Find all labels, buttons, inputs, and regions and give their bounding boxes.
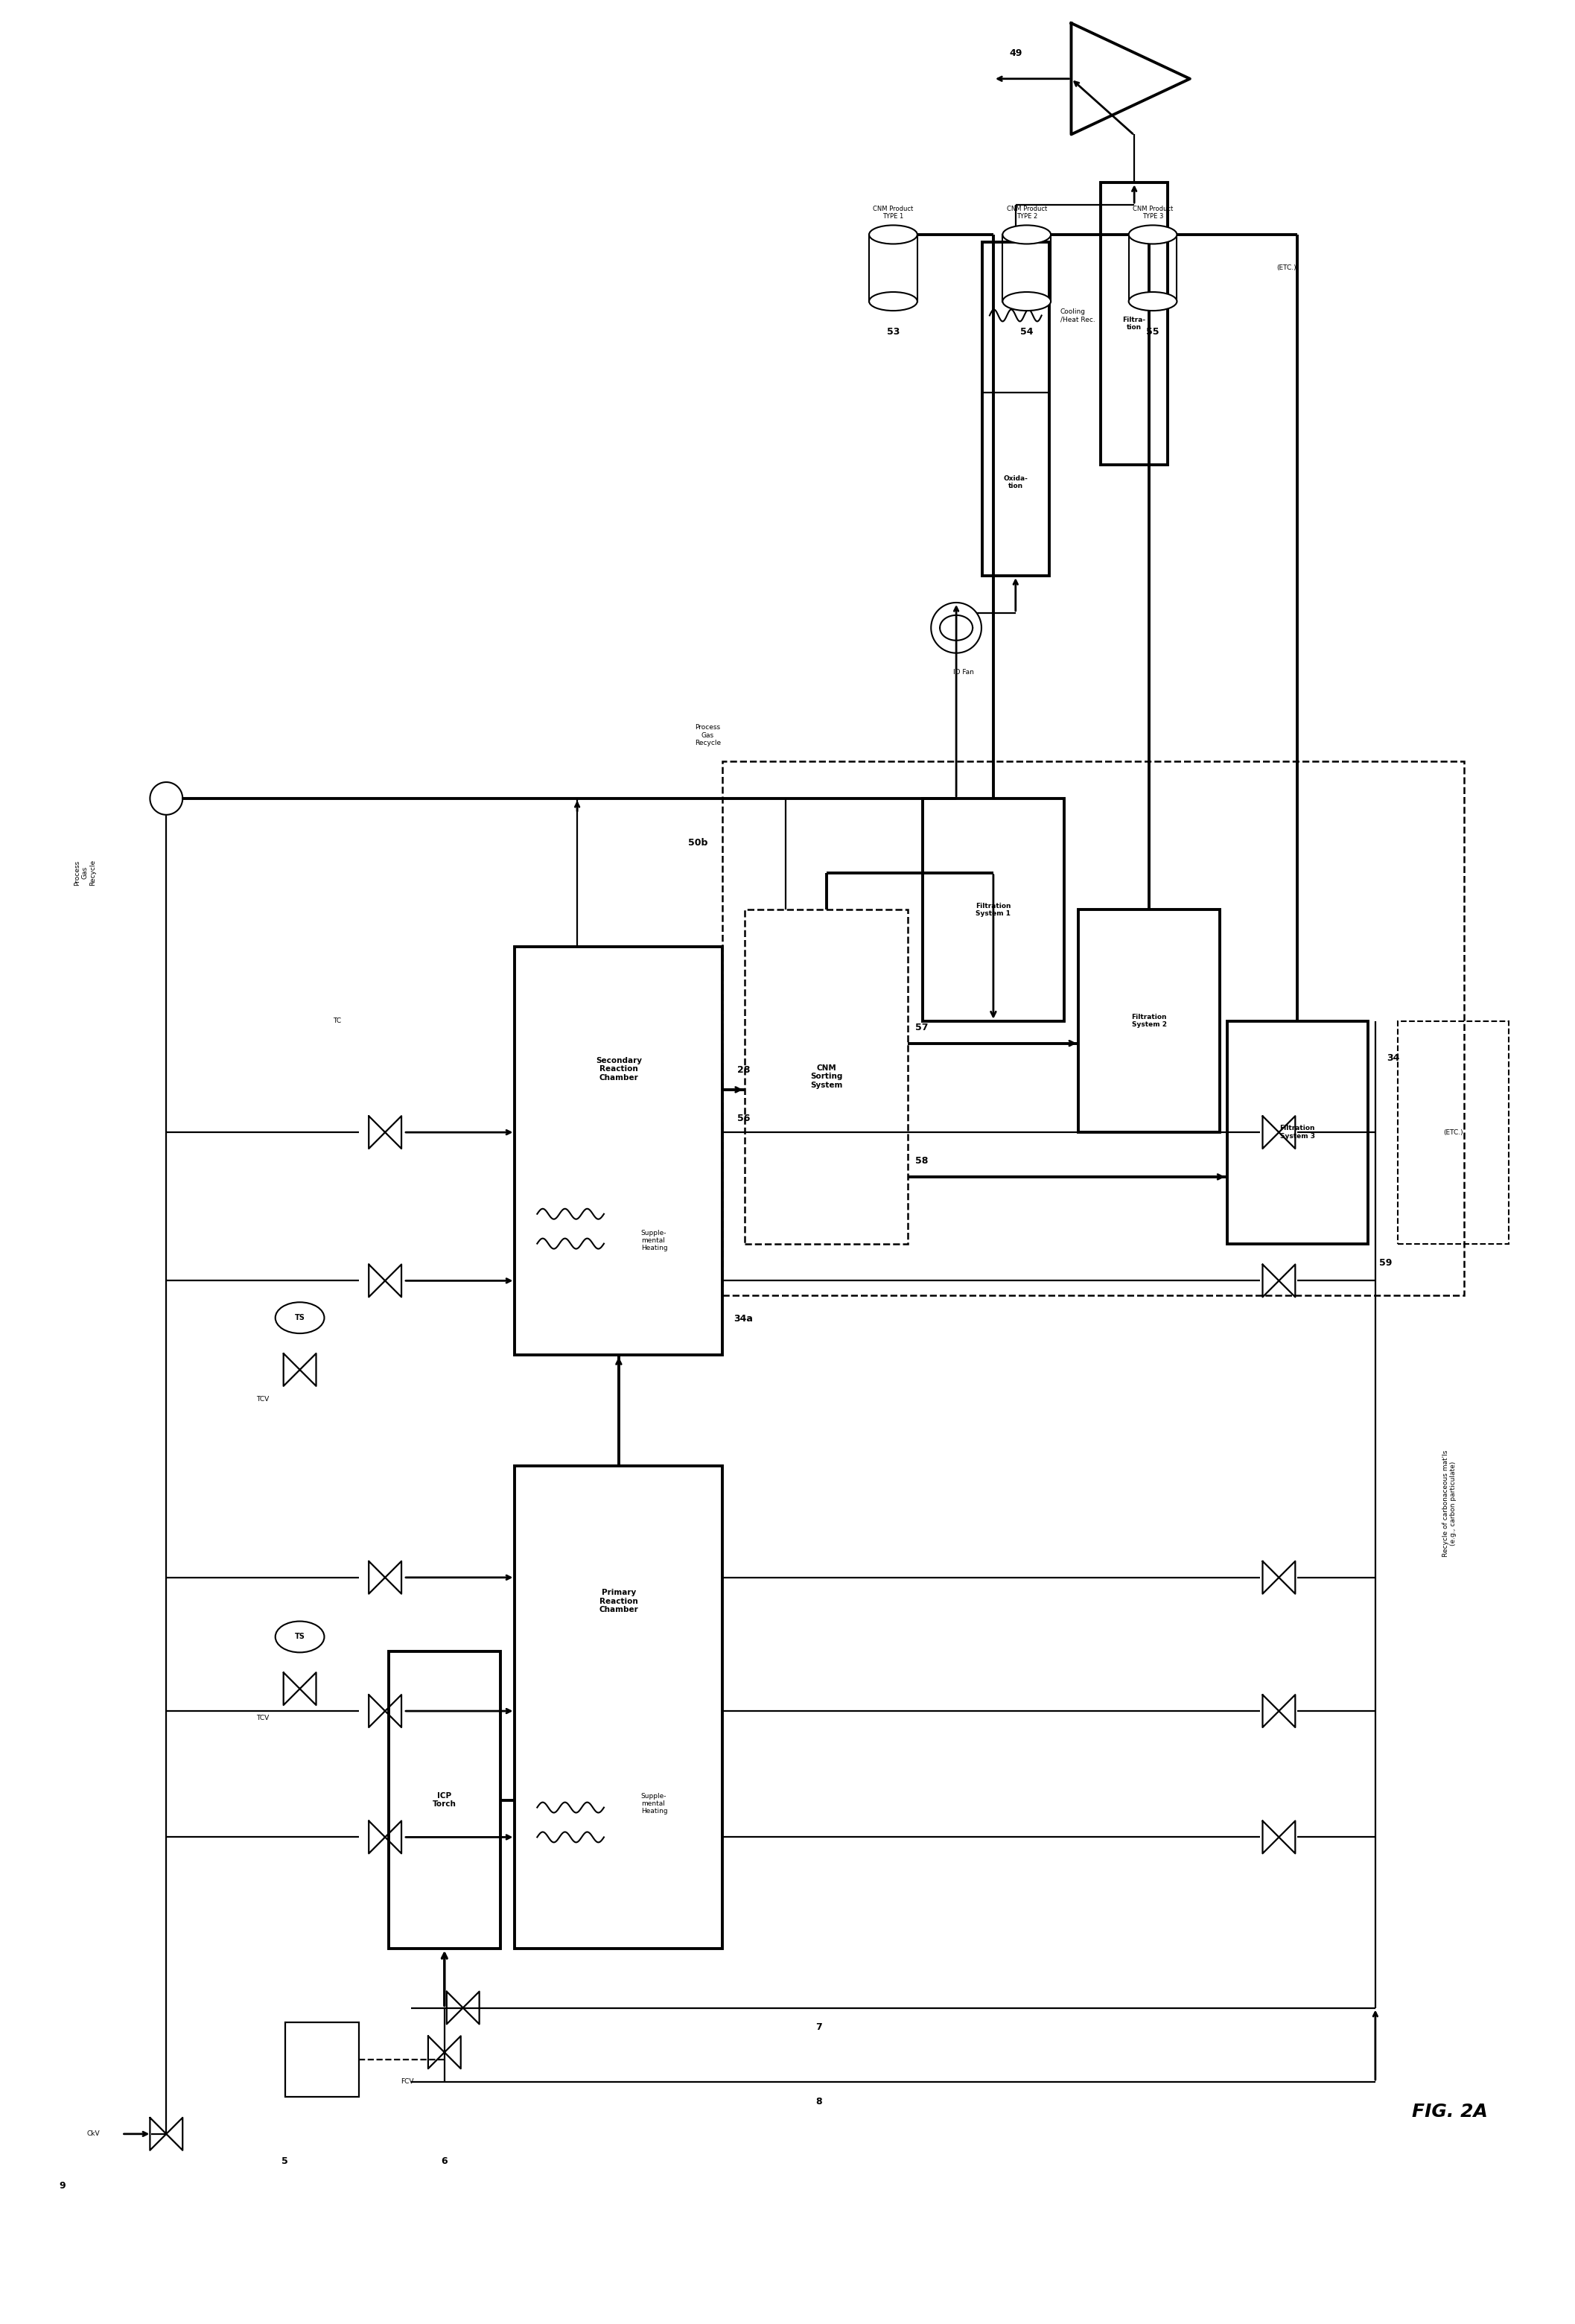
Text: Process
Gas
Recycle: Process Gas Recycle — [74, 860, 96, 885]
Circle shape — [150, 783, 183, 816]
Text: 56: 56 — [737, 1113, 750, 1122]
Text: Cooling
/Heat Rec.: Cooling /Heat Rec. — [1060, 309, 1095, 323]
Text: 34a: 34a — [734, 1313, 753, 1325]
Text: Primary
Reaction
Chamber: Primary Reaction Chamber — [598, 1590, 638, 1613]
Ellipse shape — [276, 1622, 324, 1652]
Text: ICP
Torch: ICP Torch — [433, 1792, 457, 1808]
Text: Process
Gas
Recycle: Process Gas Recycle — [695, 725, 721, 746]
Bar — [285, 2022, 359, 2096]
Bar — [389, 1652, 501, 1948]
Text: Supple-
mental
Heating: Supple- mental Heating — [641, 1792, 668, 1815]
Text: 5: 5 — [282, 2157, 288, 2166]
Text: Oxida-
tion: Oxida- tion — [1003, 474, 1028, 490]
Ellipse shape — [276, 1301, 324, 1334]
Text: 54: 54 — [1021, 328, 1033, 337]
Text: 7: 7 — [816, 2022, 822, 2031]
Text: 9: 9 — [60, 2180, 66, 2192]
Text: 49: 49 — [1010, 49, 1022, 58]
Bar — [515, 1466, 723, 1948]
Text: ID Fan: ID Fan — [953, 669, 973, 676]
Text: 50b: 50b — [688, 839, 707, 848]
Text: Filtration
System 1: Filtration System 1 — [975, 902, 1011, 918]
Bar — [745, 909, 909, 1243]
Text: Filtra-
tion: Filtra- tion — [1123, 316, 1147, 330]
Ellipse shape — [869, 225, 917, 244]
Bar — [983, 242, 1049, 576]
Text: Recycle of carbonaceous mat'ls
(e.g., carbon particulate): Recycle of carbonaceous mat'ls (e.g., ca… — [1443, 1450, 1457, 1557]
Text: 59: 59 — [1380, 1260, 1392, 1269]
Text: (ETC.): (ETC.) — [1276, 265, 1296, 272]
Text: CNM Product
TYPE 2: CNM Product TYPE 2 — [1006, 205, 1047, 221]
Text: TS: TS — [295, 1313, 306, 1322]
Circle shape — [931, 602, 981, 653]
Bar — [1079, 909, 1219, 1132]
Text: 34: 34 — [1386, 1053, 1400, 1062]
Text: 8: 8 — [816, 2096, 822, 2106]
Text: CNM Product
TYPE 3: CNM Product TYPE 3 — [1132, 205, 1173, 221]
Text: FCV: FCV — [402, 2078, 414, 2085]
Bar — [723, 762, 1465, 1294]
Text: CkV: CkV — [87, 2131, 99, 2138]
Bar — [1227, 1020, 1369, 1243]
Text: Filtration
System 2: Filtration System 2 — [1131, 1013, 1167, 1027]
Text: Filtration
System 3: Filtration System 3 — [1280, 1125, 1315, 1139]
Text: TCV: TCV — [257, 1397, 269, 1401]
Text: Secondary
Reaction
Chamber: Secondary Reaction Chamber — [595, 1057, 643, 1081]
Text: CNM
Sorting
System: CNM Sorting System — [810, 1064, 843, 1090]
Ellipse shape — [869, 293, 917, 311]
Bar — [515, 946, 723, 1355]
Ellipse shape — [1003, 225, 1051, 244]
Text: TCV: TCV — [257, 1715, 269, 1722]
Text: CNM Product
TYPE 1: CNM Product TYPE 1 — [873, 205, 913, 221]
Text: 6: 6 — [441, 2157, 447, 2166]
Text: TC: TC — [332, 1018, 342, 1025]
Bar — [923, 799, 1063, 1020]
Text: 57: 57 — [915, 1023, 929, 1032]
Ellipse shape — [1129, 225, 1177, 244]
Text: 55: 55 — [1147, 328, 1159, 337]
Bar — [1101, 184, 1167, 465]
Text: (ETC.): (ETC.) — [1443, 1129, 1463, 1136]
Text: TS: TS — [295, 1634, 306, 1641]
Text: 53: 53 — [887, 328, 899, 337]
Text: FIG. 2A: FIG. 2A — [1411, 2103, 1487, 2119]
Ellipse shape — [1129, 293, 1177, 311]
Text: 28: 28 — [737, 1064, 750, 1074]
Text: Supple-
mental
Heating: Supple- mental Heating — [641, 1229, 668, 1253]
Text: 58: 58 — [915, 1155, 928, 1167]
Ellipse shape — [1003, 293, 1051, 311]
Bar — [1397, 1020, 1509, 1243]
